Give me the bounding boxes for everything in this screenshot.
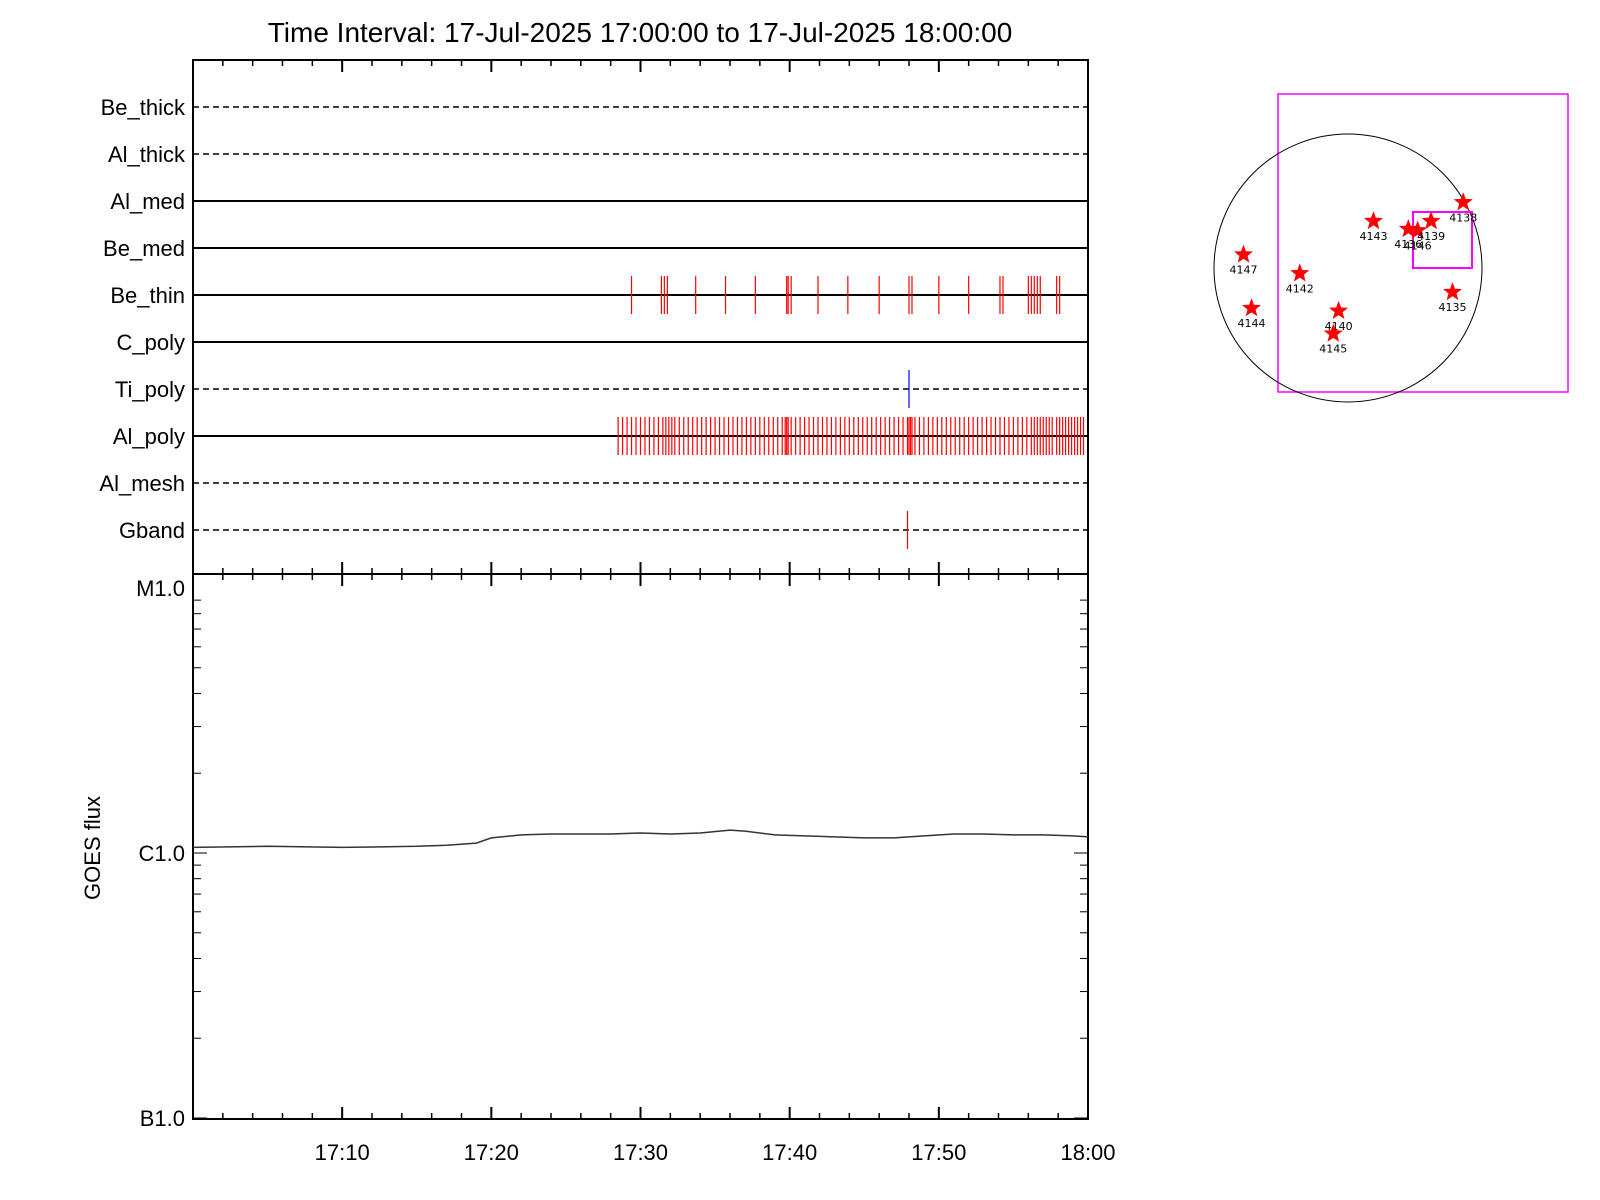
channel-label-be-thin: Be_thin: [110, 283, 185, 308]
goes-flux-line: [192, 829, 1089, 849]
channel-label-al-poly: Al_poly: [113, 424, 185, 449]
channel-label-gband: Gband: [119, 518, 185, 543]
goes-ticks: 17:10 17:20 17:30 17:40 17:50 18:00 M1.0 C1.0 B1…: [136, 574, 1116, 1165]
active-region-star: [1398, 219, 1418, 238]
x-tick-label: 17:20: [464, 1140, 519, 1165]
active-region-star: [1329, 300, 1349, 319]
channel-label-ti-poly: Ti_poly: [115, 377, 185, 402]
x-tick-label: 18:00: [1060, 1140, 1115, 1165]
timeline-rows: Be_thick Al_thick Al_med Be_med Be_thin C_pol…: [99, 95, 1088, 549]
channel-label-al-med: Al_med: [110, 189, 185, 214]
active-region-star: [1408, 220, 1428, 239]
active-region-star: [1290, 263, 1310, 282]
active-region-star: [1242, 298, 1261, 317]
active-region-label: 4142: [1286, 282, 1314, 295]
x-tick-label: 17:30: [613, 1140, 668, 1165]
active-region-label: 4146: [1404, 239, 1432, 252]
timeline-panel: Be_thick Al_thick Al_med Be_med Be_thin C_pol…: [99, 59, 1089, 575]
active-region-label: 4136: [1394, 238, 1422, 251]
active-region-label: 4145: [1319, 343, 1347, 356]
active-region-label: 4135: [1439, 301, 1467, 314]
zoom-box: [1412, 211, 1473, 269]
solar-disk: [1213, 133, 1483, 403]
chart-title: Time Interval: 17-Jul-2025 17:00:00 to 1…: [268, 17, 1013, 48]
active-region-star: [1421, 211, 1441, 230]
x-tick-label: 17:10: [315, 1140, 370, 1165]
active-region-star: [1443, 282, 1462, 301]
active-region-star: [1234, 244, 1253, 263]
timeline-ticks: [192, 60, 1089, 574]
x-tick-label: 17:50: [911, 1140, 966, 1165]
channel-label-be-thick: Be_thick: [101, 95, 186, 120]
active-region-label: 4144: [1238, 317, 1266, 330]
goes-ylabel: GOES flux: [80, 796, 105, 900]
goes-flux-panel: 17:10 17:20 17:30 17:40 17:50 18:00 M1.0 C1.0 B1…: [80, 573, 1116, 1165]
y-tick-label: B1.0: [140, 1106, 185, 1131]
field-of-view-box: [1277, 93, 1569, 393]
active-region-star: [1363, 211, 1383, 230]
y-tick-label: C1.0: [139, 841, 185, 866]
x-tick-label: 17:40: [762, 1140, 817, 1165]
timeline-frame: [192, 59, 1089, 575]
channel-label-c-poly: C_poly: [117, 330, 185, 355]
active-region-label: 4139: [1417, 230, 1445, 243]
active-region-label: 4138: [1449, 211, 1477, 224]
channel-label-be-med: Be_med: [103, 236, 185, 261]
channel-label-al-thick: Al_thick: [108, 142, 186, 167]
active-region-label: 4143: [1359, 230, 1387, 243]
active-region-star: [1323, 323, 1343, 342]
active-region-label: 4147: [1229, 264, 1257, 277]
channel-label-al-mesh: Al_mesh: [99, 471, 185, 496]
active-region-star: [1453, 192, 1473, 211]
y-tick-label: M1.0: [136, 576, 185, 601]
